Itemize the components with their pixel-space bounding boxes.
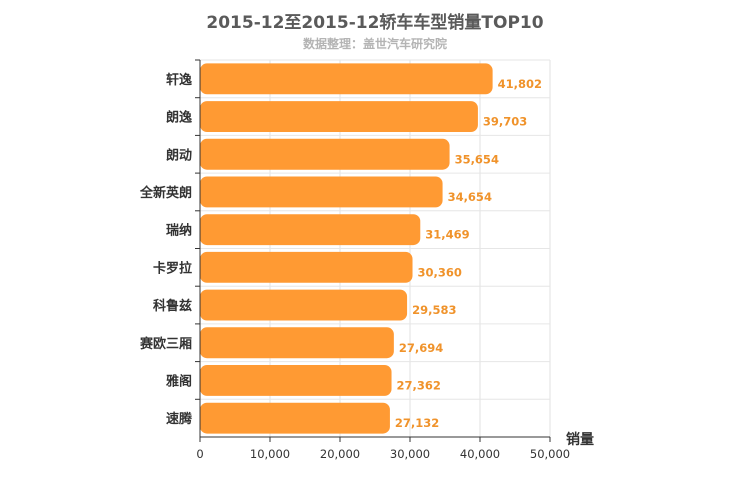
value-label: 30,360 [418,265,462,279]
category-label: 赛欧三厢 [139,336,192,352]
value-label: 27,362 [397,378,441,392]
bar [200,364,392,396]
bar [200,63,493,95]
chart-title: 2015-12至2015-12轿车车型销量TOP10 [206,13,544,33]
x-tick-label: 30,000 [390,447,430,461]
bar [200,138,450,170]
bar [200,402,390,434]
x-tick-label: 20,000 [320,447,360,461]
value-label: 29,583 [412,303,456,317]
bar [200,101,478,133]
bar [200,214,421,246]
x-axis-title: 销量 [566,431,594,448]
category-label: 朗动 [166,147,192,163]
category-label: 速腾 [166,411,193,427]
value-label: 34,654 [448,190,492,204]
value-label: 35,654 [455,152,499,166]
value-label: 27,694 [399,341,443,355]
category-label: 全新英朗 [139,185,192,201]
x-tick-label: 40,000 [460,447,500,461]
category-label: 卡罗拉 [153,260,192,276]
value-label: 39,703 [483,115,527,129]
value-label: 27,132 [395,416,439,430]
bars [200,63,493,434]
category-label: 雅阁 [166,373,192,389]
category-label: 科鲁兹 [153,298,192,314]
chart-subtitle: 数据整理：盖世汽车研究院 [302,37,447,51]
category-label: 瑞纳 [166,223,192,239]
labels: 0 10,000 20,000 30,000 40,000 50,000 轩逸 41,802 朗… [139,72,570,461]
value-label: 31,469 [425,228,469,242]
x-tick-label: 0 [196,447,203,461]
bar [200,289,408,321]
value-label: 41,802 [498,77,542,91]
category-label: 轩逸 [166,72,192,88]
x-tick-label: 50,000 [530,447,570,461]
x-tick-label: 10,000 [250,447,290,461]
bar [200,176,443,208]
bar [200,327,394,359]
bar [200,251,413,283]
axes [195,59,551,442]
category-label: 朗逸 [166,110,192,126]
